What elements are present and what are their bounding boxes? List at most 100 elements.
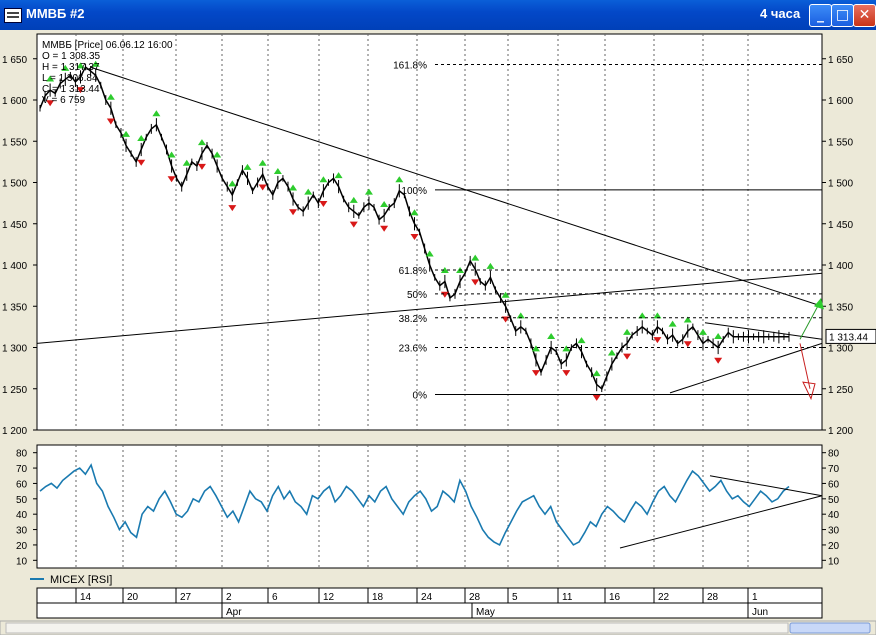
rsi-ytick-label-right: 80: [828, 449, 840, 460]
price-ytick-label-left: 1 500: [2, 179, 27, 190]
fractal-down-arrow: [228, 205, 237, 212]
day-label: 1: [752, 592, 758, 603]
fractal-up-arrow: [91, 60, 100, 67]
rsi-ytick-label-right: 70: [828, 464, 840, 475]
fractal-up-arrow: [592, 370, 601, 377]
fib-level-label: 61.8%: [399, 266, 427, 277]
fractal-up-arrow: [182, 159, 191, 166]
fractal-up-arrow: [152, 110, 161, 117]
fractal-up-arrow: [516, 312, 525, 319]
price-ytick-label-left: 1 550: [2, 137, 27, 148]
rsi-ytick-label-left: 10: [16, 556, 28, 567]
price-ytick-label-right: 1 250: [828, 385, 853, 396]
fractal-up-arrow: [607, 349, 616, 356]
fractal-down-arrow: [289, 209, 298, 216]
price-ytick-label-right: 1 650: [828, 55, 853, 66]
rsi-ytick-label-left: 70: [16, 464, 28, 475]
fractal-down-arrow: [380, 225, 389, 232]
price-ytick-label-right: 1 200: [828, 426, 853, 437]
day-label: 27: [180, 592, 192, 603]
breakout-down-arrowhead: [802, 381, 816, 401]
fractal-up-arrow: [638, 312, 647, 319]
minimize-button[interactable]: _: [809, 4, 832, 27]
downtrend-line: [89, 66, 823, 307]
rsi-ytick-label-right: 50: [828, 495, 840, 506]
fractal-up-arrow: [304, 188, 313, 195]
maximize-button[interactable]: □: [831, 4, 854, 27]
rsi-ytick-label-left: 50: [16, 495, 28, 506]
month-label: Apr: [226, 607, 242, 618]
fractal-up-arrow: [197, 139, 206, 146]
rsi-ytick-label-right: 20: [828, 541, 840, 552]
fib-level-label: 100%: [401, 186, 427, 197]
day-label: 16: [609, 592, 621, 603]
fractal-down-arrow: [46, 100, 55, 107]
last-price-label: 1 313.44: [829, 332, 868, 343]
fractal-up-arrow: [683, 316, 692, 323]
fractal-up-arrow: [714, 332, 723, 339]
month-label: May: [476, 607, 495, 618]
triangle-upper-line: [704, 322, 823, 340]
fractal-down-arrow: [319, 200, 328, 207]
day-label: 6: [272, 592, 278, 603]
fractal-up-arrow: [410, 209, 419, 216]
last-price-box: [825, 328, 876, 344]
rsi-support-line: [619, 495, 823, 549]
price-ytick-label-right: 1 400: [828, 261, 853, 272]
price-ytick-label-right: 1 500: [828, 179, 853, 190]
price-ytick-label-right: 1 550: [828, 137, 853, 148]
fractal-down-arrow: [531, 370, 540, 377]
fractal-down-arrow: [623, 353, 632, 360]
fib-level-label: 23.6%: [399, 344, 427, 355]
fractal-up-arrow: [243, 163, 252, 170]
scrollbar-thumb[interactable]: [789, 622, 871, 634]
breakout-down-arrow-line: [799, 343, 811, 389]
breakout-up-arrow-line: [799, 301, 821, 340]
fractal-down-arrow: [592, 394, 601, 401]
fractal-up-arrow: [319, 176, 328, 183]
price-ytick-label-right: 1 450: [828, 220, 853, 231]
rsi-resistance-line: [709, 475, 823, 497]
price-ytick-label-left: 1 600: [2, 96, 27, 107]
day-label: 5: [512, 592, 518, 603]
fractal-up-arrow: [122, 130, 131, 137]
price-ytick-label-right: 1 300: [828, 344, 853, 355]
price-info-line: L = 1 306.84: [42, 73, 98, 84]
fractal-up-arrow: [213, 151, 222, 158]
uptrend-line: [36, 272, 823, 344]
fractal-up-arrow: [440, 266, 449, 273]
fractal-up-arrow: [577, 337, 586, 344]
fractal-up-arrow: [273, 167, 282, 174]
window-title: ММВБ #2: [26, 6, 85, 21]
rsi-ytick-label-left: 60: [16, 479, 28, 490]
price-ytick-label-left: 1 350: [2, 302, 27, 313]
fractal-down-arrow: [714, 357, 723, 364]
fractal-up-arrow: [106, 93, 115, 100]
title-bar: ММВБ #2 4 часа _ □ ✕: [0, 0, 876, 30]
fractal-up-arrow: [289, 184, 298, 191]
fractal-up-arrow: [228, 180, 237, 187]
price-ytick-label-right: 1 350: [828, 302, 853, 313]
price-info-line: V = 6 759: [42, 95, 86, 106]
fractal-up-arrow: [471, 254, 480, 261]
rsi-ytick-label-left: 80: [16, 449, 28, 460]
fractal-down-arrow: [410, 233, 419, 240]
fractal-up-arrow: [395, 176, 404, 183]
fractal-up-arrow: [653, 312, 662, 319]
day-label: 20: [127, 592, 139, 603]
fractal-down-arrow: [167, 176, 176, 183]
fib-level-label: 38.2%: [399, 314, 427, 325]
rsi-legend-label: MICEX [RSI]: [50, 574, 112, 586]
fractal-up-arrow: [137, 134, 146, 141]
fractal-up-arrow: [562, 345, 571, 352]
fractal-up-arrow: [76, 62, 85, 69]
day-label: 22: [658, 592, 670, 603]
day-label: 18: [372, 592, 384, 603]
fractal-down-arrow: [349, 221, 358, 228]
fractal-up-arrow: [61, 64, 70, 71]
fractal-down-arrow: [197, 163, 206, 170]
rsi-ytick-label-right: 10: [828, 556, 840, 567]
rsi-ytick-label-right: 30: [828, 526, 840, 537]
close-button[interactable]: ✕: [853, 4, 876, 27]
